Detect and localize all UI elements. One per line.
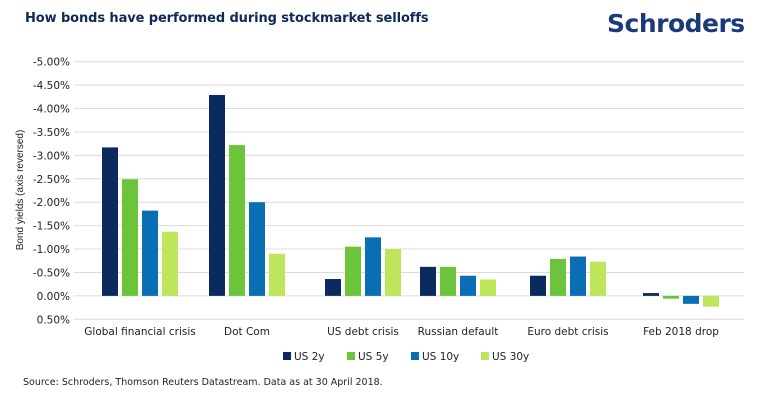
legend-item: US 2y: [283, 351, 325, 363]
bar-us-5y: [550, 258, 566, 296]
y-tick-label: -2.00%: [33, 197, 70, 209]
y-axis-label: Bond yields (axis reversed): [15, 130, 26, 251]
y-tick-label: -1.50%: [33, 221, 70, 233]
bar-us-5y: [122, 179, 138, 296]
y-tick-label: -4.50%: [33, 80, 70, 92]
y-tick-label: -5.00%: [33, 57, 70, 69]
bar-us-2y: [102, 147, 118, 296]
bar-us-10y: [570, 256, 586, 296]
y-tick-label: -3.00%: [33, 150, 70, 162]
bar-us-30y: [703, 295, 719, 307]
gridlines: [74, 61, 744, 320]
x-category-label: Russian default: [418, 326, 499, 338]
x-axis-categories: Global financial crisis Dot Com US debt cr…: [84, 326, 719, 338]
legend-item: US 10y: [411, 351, 459, 363]
legend-swatch: [481, 352, 489, 360]
legend-label: US 2y: [294, 351, 325, 363]
legend-label: US 5y: [358, 351, 389, 363]
bar-us-5y: [440, 266, 456, 296]
x-category-label: Dot Com: [224, 326, 270, 338]
y-axis-ticks: -5.00% -4.50% -4.00% -3.50% -3.00% -2.50% -2.0…: [33, 57, 70, 327]
bar-us-30y: [269, 253, 285, 296]
bar-us-30y: [162, 231, 178, 296]
bar-us-30y: [385, 249, 401, 296]
legend-swatch: [411, 352, 419, 360]
legend-label: US 10y: [422, 351, 459, 363]
bar-us-10y: [142, 210, 158, 296]
y-tick-label: -0.50%: [33, 267, 70, 279]
source-note: Source: Schroders, Thomson Reuters Datas…: [23, 377, 383, 388]
legend-item: US 5y: [347, 351, 389, 363]
bar-us-2y: [209, 94, 225, 296]
bar-us-30y: [590, 261, 606, 296]
schroders-logo: Schroders: [607, 9, 745, 38]
y-tick-label: 0.50%: [37, 314, 70, 326]
y-tick-label: -4.00%: [33, 104, 70, 116]
legend: US 2y US 5y US 10y US 30y: [283, 351, 529, 363]
legend-swatch: [347, 352, 355, 360]
y-tick-label: -3.50%: [33, 127, 70, 139]
bars: [102, 94, 719, 307]
bar-us-2y: [420, 266, 436, 296]
y-tick-label: -2.50%: [33, 174, 70, 186]
x-category-label: Feb 2018 drop: [643, 326, 719, 338]
bar-us-10y: [249, 202, 265, 296]
bar-us-10y: [460, 275, 476, 296]
x-category-label: Global financial crisis: [84, 326, 195, 338]
legend-item: US 30y: [481, 351, 529, 363]
legend-swatch: [283, 352, 291, 360]
bar-us-2y: [530, 275, 546, 296]
y-tick-label: -1.00%: [33, 244, 70, 256]
bar-us-5y: [345, 246, 361, 296]
y-tick-label: 0.00%: [37, 291, 70, 303]
bar-us-10y: [365, 237, 381, 296]
legend-label: US 30y: [492, 351, 529, 363]
bar-us-2y: [325, 279, 341, 296]
bar-us-5y: [663, 295, 679, 299]
bar-us-2y: [643, 293, 659, 296]
x-category-label: US debt crisis: [327, 326, 399, 338]
chart-title: How bonds have performed during stockmar…: [25, 11, 429, 26]
x-category-label: Euro debt crisis: [527, 326, 608, 338]
bar-us-10y: [683, 295, 699, 304]
bar-us-30y: [480, 279, 496, 296]
bar-us-5y: [229, 145, 245, 296]
